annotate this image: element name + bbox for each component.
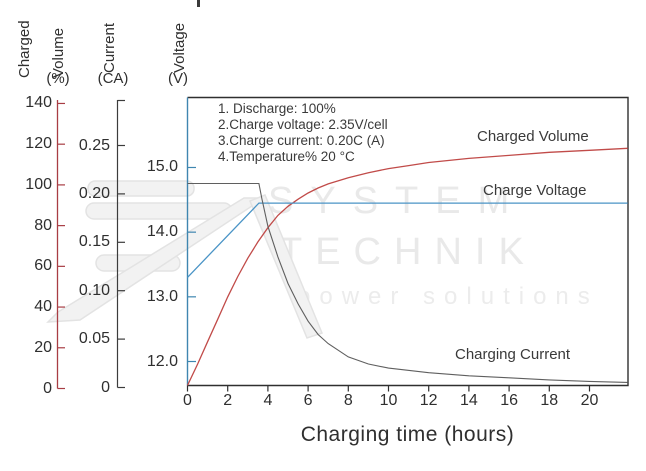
x-tick-label: 8 [343, 392, 353, 409]
x-tick-label: 14 [459, 392, 478, 409]
current-tick-label: 0 [101, 378, 110, 396]
curve-label-charging-current: Charging Current [455, 346, 571, 363]
plot-frame [187, 96, 629, 387]
curve-label-charge-voltage: Charge Voltage [483, 182, 587, 199]
charged-volume-tick-label: 140 [25, 94, 52, 112]
current-tick-label: 0.10 [78, 281, 110, 299]
x-tick-label: 18 [540, 392, 559, 409]
x-tick-label: 4 [263, 392, 273, 409]
watermark-text-technik: TECHNIK [279, 231, 537, 273]
watermark-text-system: SYSTEM [268, 180, 527, 222]
current-tick-label: 0.05 [78, 330, 110, 348]
x-tick-label: 10 [379, 392, 398, 409]
voltage-tick-label: 12.0 [146, 352, 178, 370]
current-tick-label: 0.20 [78, 184, 110, 202]
annotation-line-4: 4.Temperature% 20 °C [218, 149, 355, 164]
curve-charge-voltage [187, 202, 628, 278]
watermark-text-solutions: power solutions [297, 283, 599, 310]
annotation-line-2: 2.Charge voltage: 2.35V/cell [218, 117, 388, 132]
curve-charged-volume [186, 147, 628, 386]
charged-volume-tick-label: 20 [34, 338, 52, 356]
charged-volume-tick-label: 0 [43, 379, 52, 397]
x-axis-title: Charging time (hours) [300, 423, 515, 446]
current-tick-label: 0.25 [78, 136, 110, 154]
current-tick-label: 0.15 [78, 233, 110, 251]
y-axis-unit-v: (V) [168, 70, 188, 87]
x-tick-label: 20 [580, 392, 599, 409]
x-tick-label: 0 [183, 392, 192, 409]
y-axis-unit-percent: (%) [46, 70, 70, 87]
voltage-tick-label: 15.0 [146, 158, 178, 176]
x-tick-label: 6 [303, 392, 313, 409]
curve-label-charged-volume: Charged Volume [477, 128, 589, 145]
voltage-tick-label: 13.0 [146, 287, 178, 305]
conditions-annotation: 1. Discharge: 100% 2.Charge voltage: 2.3… [218, 101, 388, 165]
x-tick-label: 2 [223, 392, 233, 409]
annotation-line-1: 1. Discharge: 100% [218, 101, 336, 116]
x-tick-label: 16 [500, 392, 518, 409]
charged-volume-tick-label: 60 [34, 257, 52, 275]
voltage-tick-label: 14.0 [146, 223, 178, 241]
curve-charging-current [187, 182, 628, 383]
charged-volume-tick-label: 40 [34, 298, 52, 316]
x-tick-label: 12 [419, 392, 438, 409]
axis-ticks [57, 102, 591, 392]
charged-volume-tick-label: 80 [34, 216, 52, 234]
cropped-title-remnant [197, 0, 200, 7]
charged-volume-tick-label: 100 [25, 175, 52, 193]
data-curves [186, 147, 628, 386]
y-axis-unit-ca: (CA) [97, 70, 129, 87]
annotation-line-3: 3.Charge current: 0.20C (A) [218, 133, 385, 148]
charged-volume-tick-label: 120 [25, 135, 52, 153]
watermark-logo-icon [46, 180, 324, 339]
